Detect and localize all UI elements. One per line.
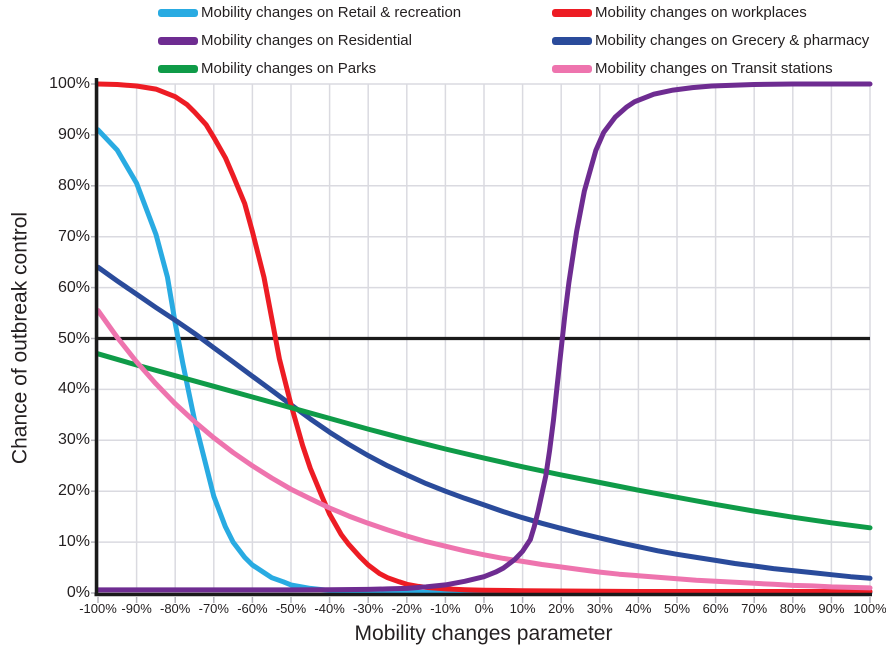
legend-column-left: Mobility changes on Retail & recreation M… [158, 4, 461, 77]
x-tick-label: 20% [548, 601, 575, 616]
y-tick-label: 10% [57, 533, 90, 551]
y-tick-label: 70% [57, 227, 90, 245]
legend-swatch-grocery-pharmacy [552, 36, 592, 45]
y-tick-label: 30% [57, 431, 90, 449]
legend-label: Mobility changes on Retail & recreation [201, 4, 462, 21]
x-tick-label: -70% [198, 601, 229, 616]
y-tick-label: 20% [57, 482, 90, 500]
legend-item-parks: Mobility changes on Parks [158, 60, 461, 77]
y-axis-title: Chance of outbreak control [8, 211, 32, 465]
legend-item-transit-stations: Mobility changes on Transit stations [552, 60, 869, 77]
series-line-workplaces [95, 81, 873, 594]
y-tick-label: 100% [49, 75, 90, 92]
x-tick-label: 30% [586, 601, 613, 616]
x-tick-label: -60% [237, 601, 268, 616]
legend-swatch-workplaces [552, 8, 592, 17]
legend-swatch-transit-stations [552, 64, 592, 73]
legend-label: Mobility changes on Residential [201, 32, 412, 49]
x-tick-label: 40% [625, 601, 652, 616]
x-tick-label: 70% [741, 601, 768, 616]
legend-label: Mobility changes on Transit stations [595, 60, 833, 77]
legend-item-grocery-pharmacy: Mobility changes on Grecery & pharmacy [552, 32, 869, 49]
legend-item-retail-recreation: Mobility changes on Retail & recreation [158, 4, 461, 21]
legend-item-workplaces: Mobility changes on workplaces [552, 4, 869, 21]
x-tick-label: -30% [353, 601, 384, 616]
x-tick-label: 80% [779, 601, 806, 616]
x-tick-label: 50% [663, 601, 691, 616]
legend-item-residential: Mobility changes on Residential [158, 32, 461, 49]
x-tick-label: 0% [474, 601, 494, 616]
x-tick-label: -80% [160, 601, 191, 616]
series-line-parks [95, 351, 873, 531]
legend-swatch-residential [158, 36, 198, 45]
legend-swatch-retail-recreation [158, 8, 198, 17]
y-tick-label: 0% [66, 584, 90, 601]
y-tick-label: 50% [57, 329, 90, 347]
x-tick-label: -100% [79, 601, 117, 616]
series-line-grocery-pharmacy [95, 264, 873, 581]
x-tick-label: -40% [314, 601, 345, 616]
x-tick-label: -10% [430, 601, 461, 616]
legend-label: Mobility changes on Parks [201, 60, 377, 77]
x-tick-label: 100% [853, 601, 886, 616]
y-tick-label: 40% [57, 380, 90, 398]
y-tick-label: 90% [57, 125, 90, 143]
x-tick-label: -20% [391, 601, 422, 616]
x-tick-label: 10% [509, 601, 536, 616]
y-tick-label: 80% [57, 176, 90, 194]
x-axis-title: Mobility changes parameter [354, 622, 613, 645]
y-tick-label: 60% [57, 278, 90, 296]
x-tick-label: 90% [818, 601, 845, 616]
series-line-transit-stations [95, 308, 873, 591]
x-tick-label: 60% [702, 601, 729, 616]
x-tick-label: -90% [121, 601, 152, 616]
legend-column-right: Mobility changes on workplaces Mobility c… [552, 4, 869, 77]
series-line-residential [95, 81, 873, 593]
legend-label: Mobility changes on Grecery & pharmacy [595, 32, 870, 49]
legend-label: Mobility changes on workplaces [595, 4, 807, 21]
legend-swatch-parks [158, 64, 198, 73]
x-tick-label: -50% [275, 601, 307, 616]
